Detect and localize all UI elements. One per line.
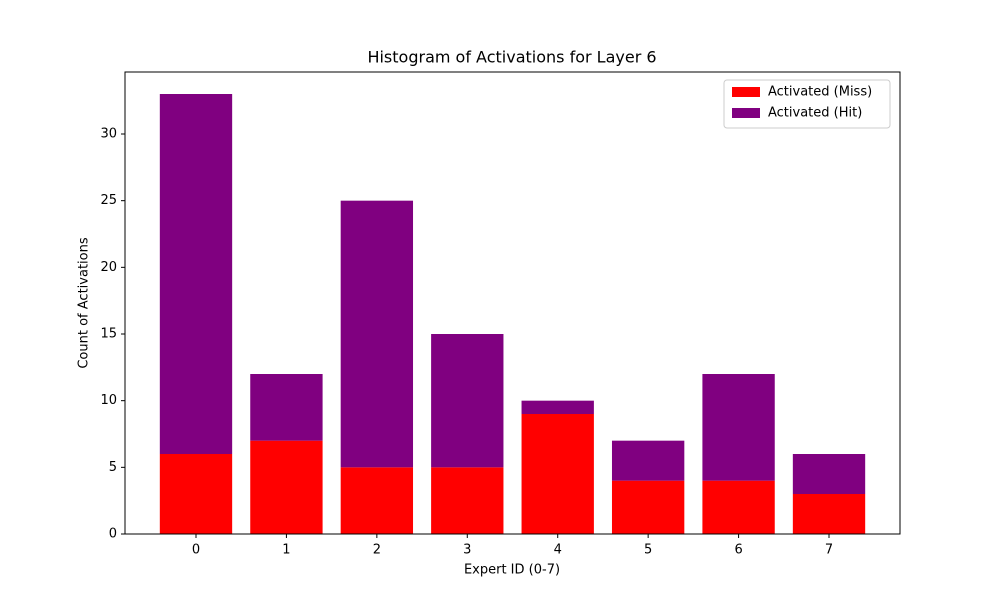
- bar: [611, 440, 685, 481]
- bar: [431, 467, 504, 534]
- bar: [159, 454, 233, 534]
- bar: [159, 94, 233, 454]
- x-tick-label: 5: [644, 543, 652, 558]
- x-axis-label: Expert ID (0-7): [464, 563, 560, 578]
- bar: [431, 334, 504, 468]
- bar: [250, 374, 323, 441]
- legend-swatch: [732, 87, 760, 97]
- plot-frame: [124, 71, 901, 535]
- chart-title: Histogram of Activations for Layer 6: [367, 48, 656, 67]
- bar: [340, 467, 414, 534]
- x-tick-label: 4: [554, 543, 562, 558]
- legend-label: Activated (Hit): [768, 106, 862, 121]
- y-tick-label: 15: [100, 327, 117, 342]
- x-tick-label: 6: [734, 543, 742, 558]
- y-tick-label: 10: [100, 393, 117, 408]
- bar: [250, 440, 323, 534]
- legend-box: [723, 79, 891, 129]
- x-tick-label: 2: [373, 543, 381, 558]
- y-tick-label: 5: [109, 460, 117, 475]
- bar: [702, 374, 775, 481]
- bar: [611, 480, 685, 534]
- legend-label: Activated (Miss): [768, 85, 872, 100]
- y-tick-label: 20: [100, 260, 117, 275]
- y-axis-label: Count of Activations: [77, 237, 92, 368]
- bar: [702, 480, 775, 534]
- x-tick-label: 3: [463, 543, 471, 558]
- bar: [521, 400, 594, 414]
- bar: [521, 414, 594, 534]
- bar: [340, 200, 414, 468]
- bar: [792, 494, 866, 534]
- y-tick-label: 25: [100, 193, 117, 208]
- x-tick-label: 0: [192, 543, 200, 558]
- bar: [792, 454, 866, 494]
- legend-swatch: [732, 108, 760, 118]
- x-tick-label: 1: [282, 543, 290, 558]
- x-tick-label: 7: [825, 543, 833, 558]
- y-tick-label: 0: [109, 527, 117, 542]
- y-tick-label: 30: [100, 127, 117, 142]
